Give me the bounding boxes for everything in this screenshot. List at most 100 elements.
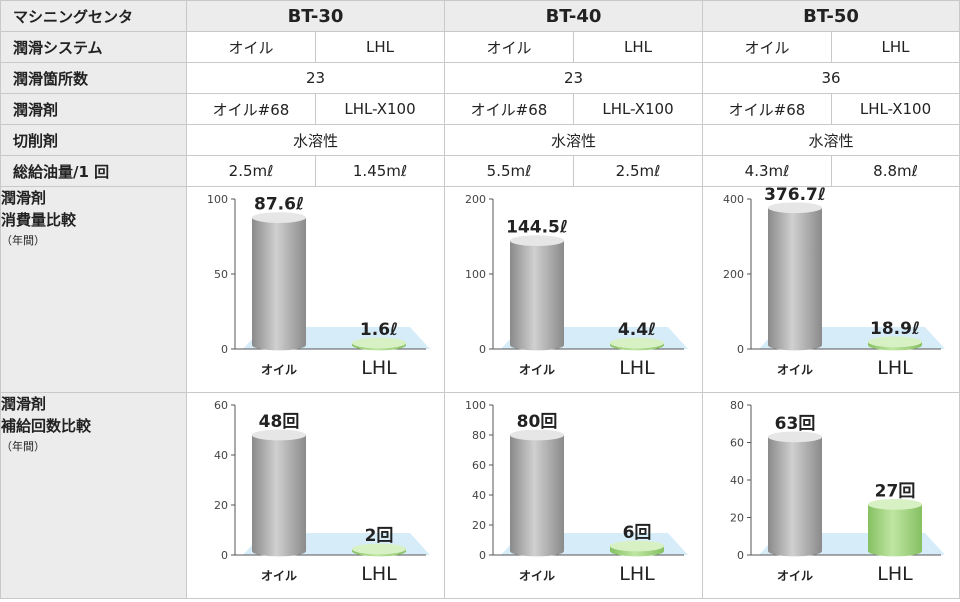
lhl-bar <box>868 498 922 557</box>
table-row: 潤滑箇所数 23 23 36 <box>0 62 960 94</box>
y-tick-label: 0 <box>737 549 744 562</box>
table-cell: LHL-X100 <box>831 93 960 125</box>
category-label: LHL <box>361 563 397 585</box>
y-tick-label: 20 <box>214 499 228 512</box>
category-label: LHL <box>361 357 397 379</box>
table-cell: オイル#68 <box>444 93 574 125</box>
chart-cell: 0 50 100 87.6ℓ オイル 1.6ℓ LHL <box>186 186 445 393</box>
data-label: 48回 <box>259 412 300 432</box>
table-cell: 5.5mℓ <box>444 155 574 187</box>
refill-chart-row: 潤滑剤 補給回数比較 （年間） 0 20 40 60 48回 オイル 2回 LHL 0 20 40… <box>0 392 960 599</box>
header-row: マシニングセンタ BT-30 BT-40 BT-50 <box>0 0 960 32</box>
y-tick-label: 400 <box>723 193 744 206</box>
chart-cell: 0 20 40 60 80 100 80回 オイル 6回 LHL <box>444 392 703 599</box>
row-label: 切削剤 <box>0 124 187 156</box>
table-cell: 23 <box>444 62 703 94</box>
table-cell: LHL <box>315 31 445 63</box>
oil-bar <box>252 429 306 557</box>
y-tick-label: 60 <box>730 437 744 450</box>
y-tick-label: 200 <box>465 193 486 206</box>
data-label: 27回 <box>875 481 916 501</box>
y-tick-label: 0 <box>737 343 744 356</box>
y-tick-label: 100 <box>465 268 486 281</box>
table-cell: 36 <box>702 62 960 94</box>
bar-body <box>252 435 306 557</box>
label-line: 潤滑剤 <box>1 395 47 413</box>
table-row: 潤滑剤 オイル#68 LHL-X100 オイル#68 LHL-X100 オイル#… <box>0 93 960 125</box>
table-cell: 8.8mℓ <box>831 155 960 187</box>
y-tick-label: 40 <box>472 489 486 502</box>
table-cell: オイル <box>444 31 574 63</box>
data-label: 63回 <box>775 414 816 434</box>
lhl-bar <box>352 543 406 557</box>
data-label: 18.9ℓ <box>870 319 920 339</box>
bar-top <box>610 540 664 552</box>
y-tick-label: 200 <box>723 268 744 281</box>
y-tick-label: 0 <box>479 343 486 356</box>
model-header: BT-40 <box>444 0 703 32</box>
row-label: 潤滑箇所数 <box>0 62 187 94</box>
table-cell: 4.3mℓ <box>702 155 832 187</box>
label-line: 補給回数比較 <box>1 417 92 435</box>
table-row: 総給油量/1 回 2.5mℓ 1.45mℓ 5.5mℓ 2.5mℓ 4.3mℓ … <box>0 155 960 187</box>
y-tick-label: 60 <box>214 399 228 412</box>
label-line: 消費量比較 <box>1 211 77 229</box>
y-tick-label: 0 <box>221 549 228 562</box>
y-tick-label: 100 <box>465 399 486 412</box>
chart-cell: 0 20 40 60 80 63回 オイル 27回 LHL <box>702 392 960 599</box>
row-label: 総給油量/1 回 <box>0 155 187 187</box>
y-tick-label: 20 <box>472 519 486 532</box>
y-tick-label: 60 <box>472 459 486 472</box>
chart-cell: 0 20 40 60 48回オイル 2回 LHL <box>186 392 445 599</box>
category-label: LHL <box>619 357 655 379</box>
bar-body <box>252 217 306 351</box>
model-header: BT-30 <box>186 0 445 32</box>
data-label: 87.6ℓ <box>254 195 304 215</box>
lhl-bar <box>610 540 664 557</box>
category-label: オイル <box>261 363 297 377</box>
bar-top <box>868 336 922 348</box>
table-cell: LHL <box>573 31 703 63</box>
table-cell: オイル <box>186 31 316 63</box>
y-tick-label: 80 <box>730 399 744 412</box>
oil-bar <box>510 235 564 351</box>
table-cell: 23 <box>186 62 445 94</box>
bar-top <box>352 337 406 349</box>
table-row: 潤滑システム オイル LHL オイル LHL オイル LHL <box>0 31 960 63</box>
bar-top <box>352 543 406 555</box>
bar-top <box>510 235 564 247</box>
y-tick-label: 80 <box>472 429 486 442</box>
y-tick-label: 100 <box>207 193 228 206</box>
table-cell: オイル <box>702 31 832 63</box>
consumption-row-label: 潤滑剤 消費量比較 （年間） <box>0 186 187 393</box>
category-label: オイル <box>519 569 555 583</box>
lhl-bar <box>610 337 664 351</box>
bar-top <box>252 212 306 223</box>
bar-top <box>610 337 664 349</box>
table-cell: 水溶性 <box>186 124 445 156</box>
category-label: オイル <box>261 569 297 583</box>
data-label: 2回 <box>365 526 394 546</box>
bar-top <box>768 431 822 443</box>
oil-bar <box>510 429 564 557</box>
table-cell: LHL <box>831 31 960 63</box>
chart-cell: 0 200 400 376.7ℓ オイル 18.9ℓ LHL <box>702 186 960 393</box>
consumption-chart-bt50: 0 200 400 376.7ℓ オイル 18.9ℓ LHL <box>723 188 945 379</box>
consumption-chart-bt40: 0 100 200 144.5ℓ オイル 4.4ℓ LHL <box>465 193 688 379</box>
label-line: 潤滑剤 <box>1 189 47 207</box>
y-tick-label: 0 <box>479 549 486 562</box>
y-tick-label: 40 <box>214 449 228 462</box>
category-label: LHL <box>877 357 913 379</box>
table-row: 切削剤 水溶性 水溶性 水溶性 <box>0 124 960 156</box>
table-cell: 1.45mℓ <box>315 155 445 187</box>
table-cell: 水溶性 <box>702 124 960 156</box>
y-tick-label: 50 <box>214 268 228 281</box>
table-cell: オイル#68 <box>702 93 832 125</box>
label-sub: （年間） <box>1 234 46 247</box>
category-label: オイル <box>519 363 555 377</box>
table-cell: LHL-X100 <box>315 93 445 125</box>
